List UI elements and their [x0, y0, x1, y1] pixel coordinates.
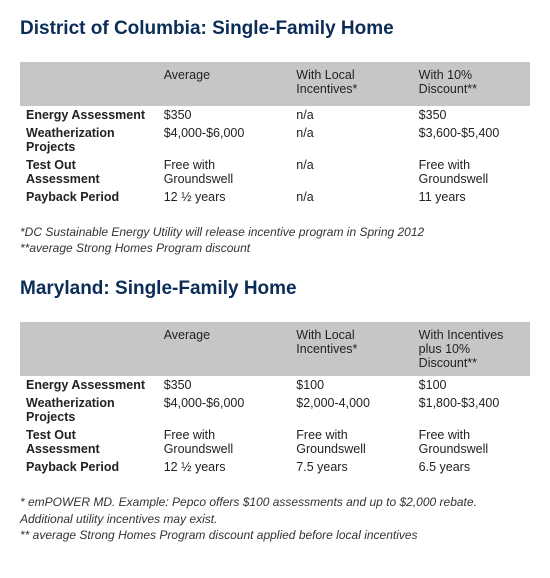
footnote-line: **average Strong Homes Program discount [20, 240, 530, 256]
row-label: Energy Assessment [20, 106, 158, 124]
cell-value: 7.5 years [290, 458, 412, 476]
cell-value: $2,000-4,000 [290, 394, 412, 426]
footnote-line: *DC Sustainable Energy Utility will rele… [20, 224, 530, 240]
pricing-table: AverageWith Local Incentives*With Incent… [20, 322, 530, 476]
cell-value: 6.5 years [413, 458, 530, 476]
cell-value: n/a [290, 156, 412, 188]
footnotes: * emPOWER MD. Example: Pepco offers $100… [20, 494, 530, 543]
column-header: With 10% Discount** [413, 62, 530, 106]
cell-value: Free with Groundswell [158, 426, 291, 458]
column-header [20, 322, 158, 376]
column-header: With Local Incentives* [290, 62, 412, 106]
footnotes: *DC Sustainable Energy Utility will rele… [20, 224, 530, 256]
cell-value: 11 years [413, 188, 530, 206]
column-header [20, 62, 158, 106]
section-title: Maryland: Single-Family Home [20, 278, 530, 300]
table-row: Payback Period12 ½ yearsn/a11 years [20, 188, 530, 206]
cell-value: $100 [413, 376, 530, 394]
cell-value: $350 [158, 376, 291, 394]
row-label: Test Out Assessment [20, 426, 158, 458]
table-row: Weatherization Projects$4,000-$6,000n/a$… [20, 124, 530, 156]
cell-value: Free with Groundswell [413, 156, 530, 188]
cell-value: $4,000-$6,000 [158, 124, 291, 156]
cell-value: Free with Groundswell [158, 156, 291, 188]
table-row: Weatherization Projects$4,000-$6,000$2,0… [20, 394, 530, 426]
row-label: Energy Assessment [20, 376, 158, 394]
table-row: Energy Assessment$350n/a$350 [20, 106, 530, 124]
pricing-table: AverageWith Local Incentives*With 10% Di… [20, 62, 530, 206]
footnote-line: ** average Strong Homes Program discount… [20, 527, 530, 543]
table-row: Energy Assessment$350$100$100 [20, 376, 530, 394]
cell-value: $1,800-$3,400 [413, 394, 530, 426]
row-label: Weatherization Projects [20, 394, 158, 426]
row-label: Weatherization Projects [20, 124, 158, 156]
column-header: Average [158, 322, 291, 376]
table-row: Test Out AssessmentFree with Groundswell… [20, 426, 530, 458]
table-row: Test Out AssessmentFree with Groundswell… [20, 156, 530, 188]
table-row: Payback Period12 ½ years7.5 years6.5 yea… [20, 458, 530, 476]
cell-value: n/a [290, 124, 412, 156]
column-header: With Incentives plus 10% Discount** [413, 322, 530, 376]
cell-value: $3,600-$5,400 [413, 124, 530, 156]
footnote-line: * emPOWER MD. Example: Pepco offers $100… [20, 494, 530, 526]
cell-value: $4,000-$6,000 [158, 394, 291, 426]
cell-value: Free with Groundswell [413, 426, 530, 458]
cell-value: $350 [413, 106, 530, 124]
row-label: Test Out Assessment [20, 156, 158, 188]
cell-value: $350 [158, 106, 291, 124]
cell-value: 12 ½ years [158, 458, 291, 476]
row-label: Payback Period [20, 458, 158, 476]
column-header: With Local Incentives* [290, 322, 412, 376]
section-title: District of Columbia: Single-Family Home [20, 18, 530, 40]
row-label: Payback Period [20, 188, 158, 206]
cell-value: n/a [290, 106, 412, 124]
column-header: Average [158, 62, 291, 106]
cell-value: 12 ½ years [158, 188, 291, 206]
cell-value: Free with Groundswell [290, 426, 412, 458]
cell-value: n/a [290, 188, 412, 206]
cell-value: $100 [290, 376, 412, 394]
